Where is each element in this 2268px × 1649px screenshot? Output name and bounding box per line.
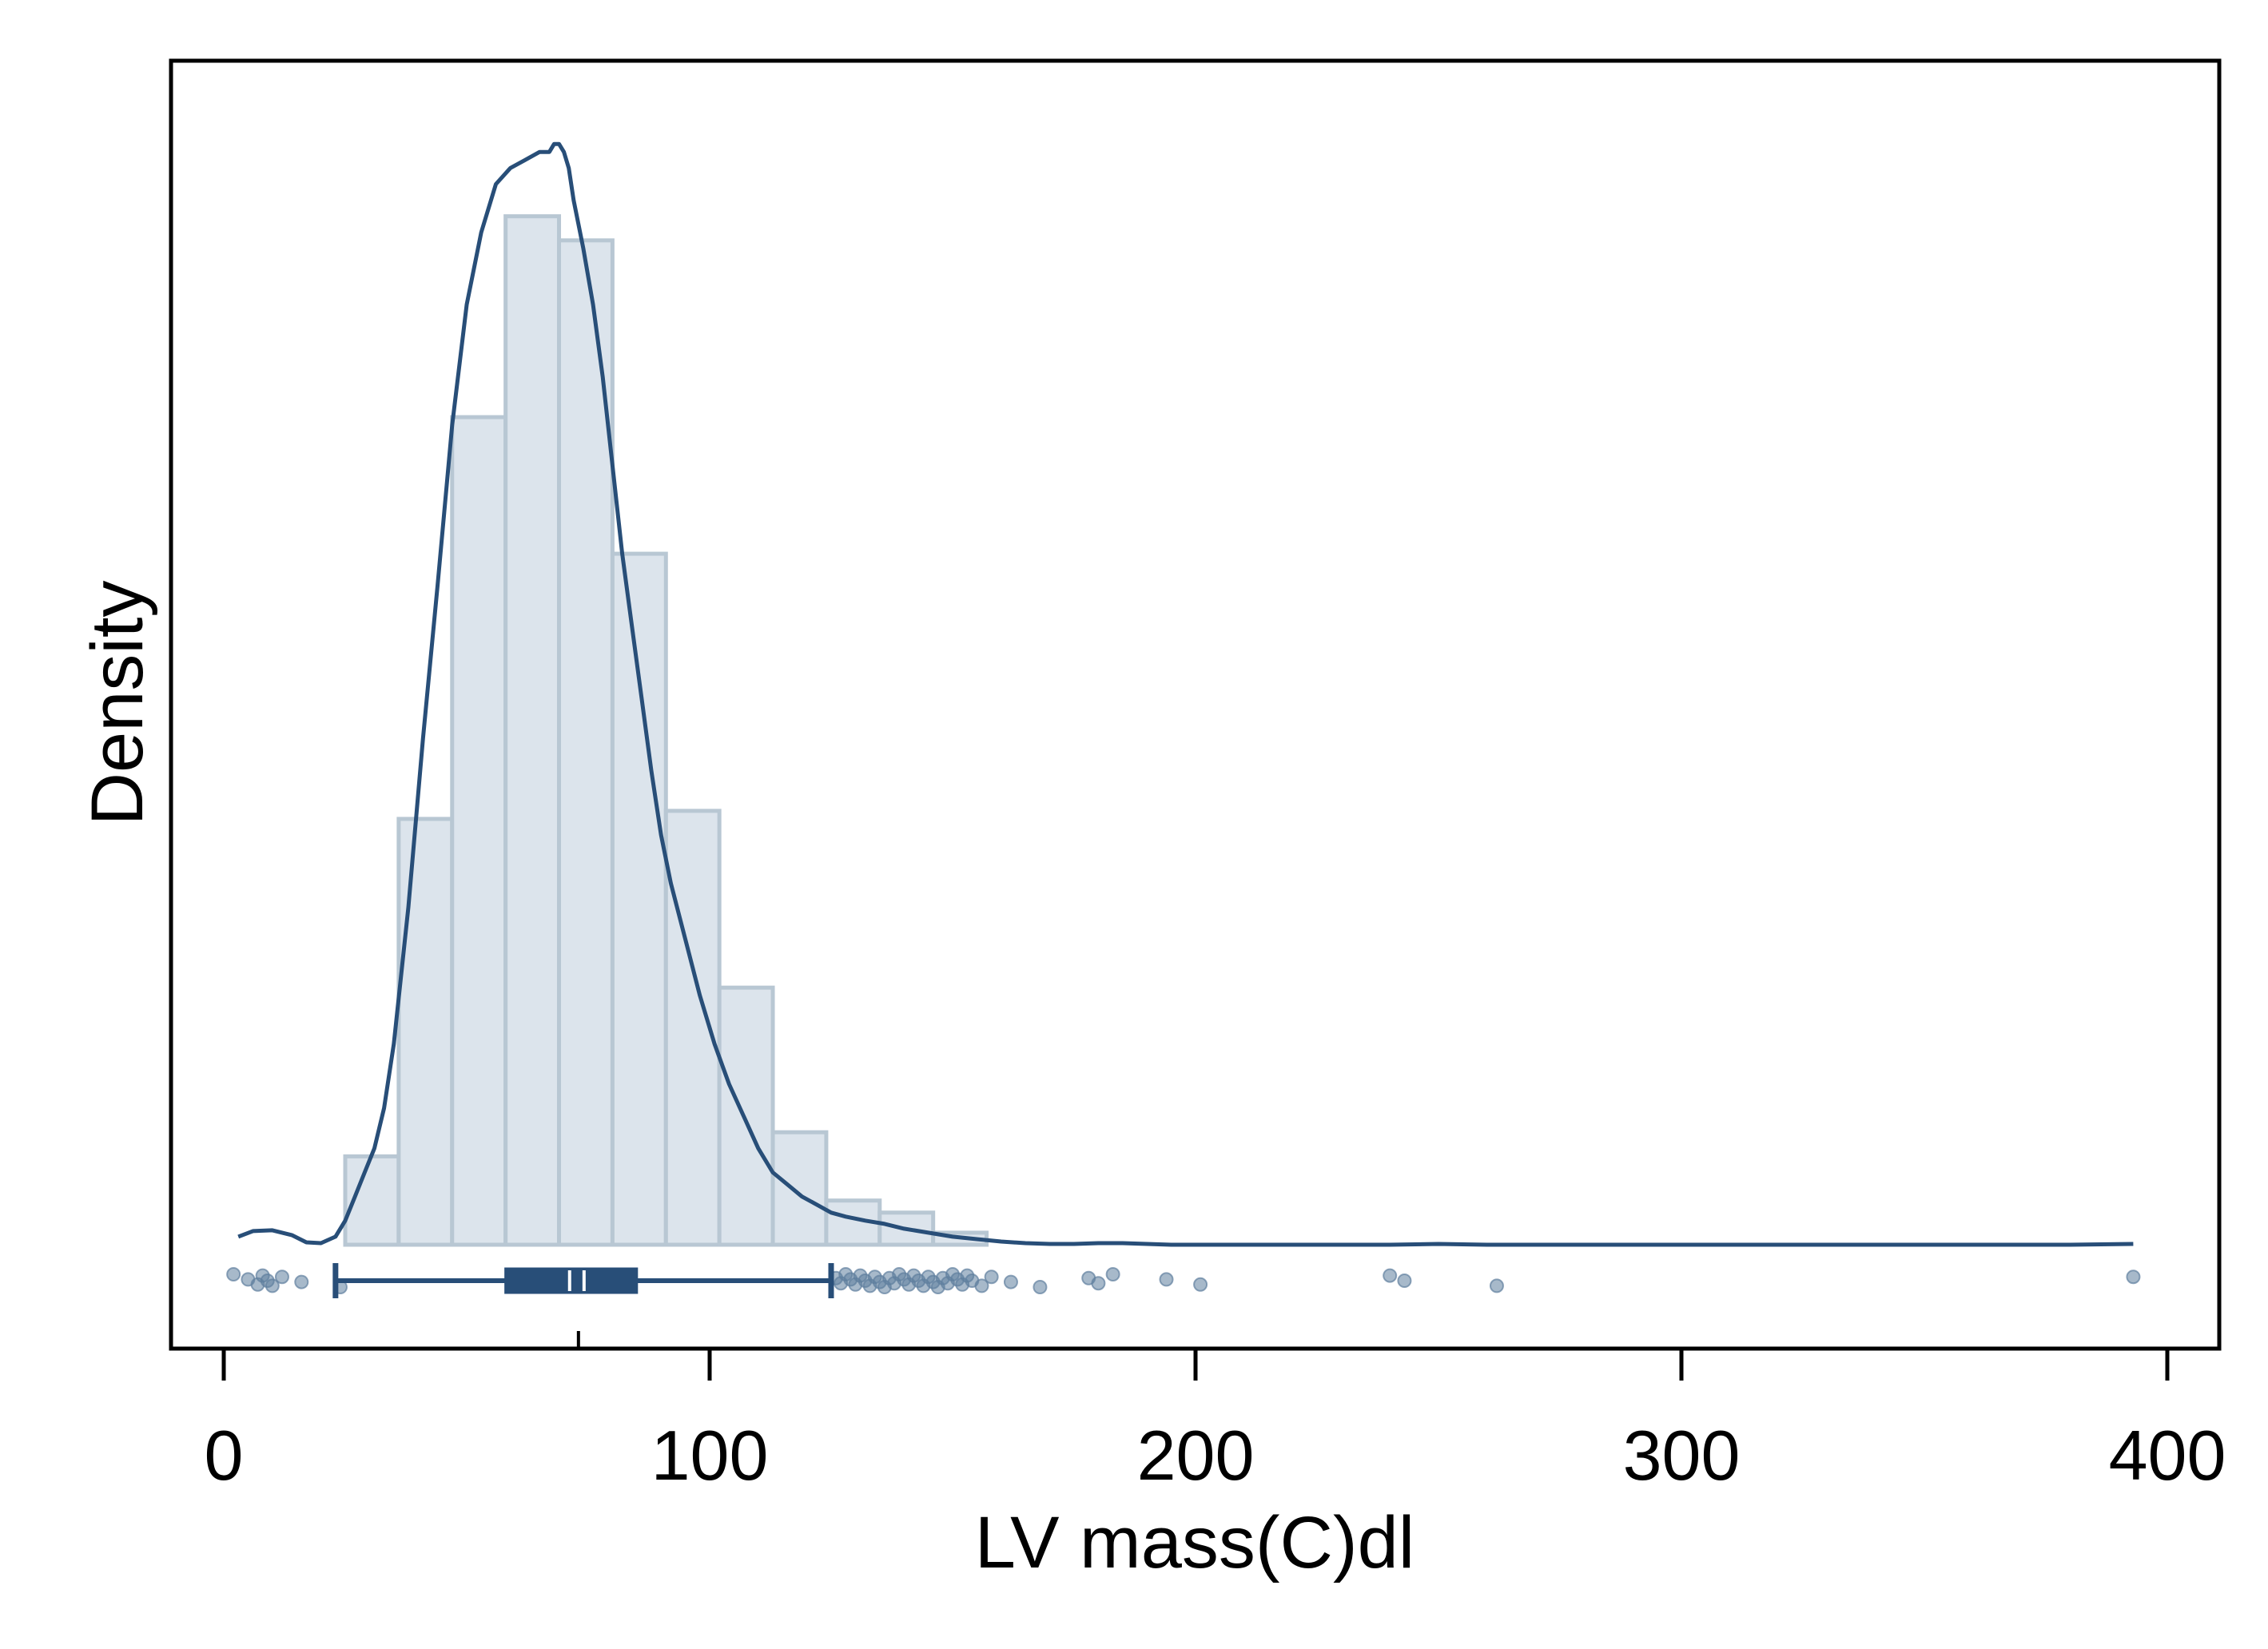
histogram-bar: [503, 214, 562, 1247]
histogram-bar: [717, 985, 775, 1247]
histogram-bar: [557, 238, 615, 1247]
jitter-point: [1489, 1278, 1504, 1293]
jitter-point: [226, 1267, 241, 1281]
jitter-point: [1033, 1280, 1048, 1294]
jitter-point: [294, 1274, 309, 1289]
jitter-point: [1091, 1276, 1106, 1291]
jitter-point: [265, 1278, 280, 1293]
plot-frame: [169, 58, 2222, 1351]
x-tick-label: 100: [651, 1416, 769, 1495]
histogram-bar: [610, 551, 668, 1247]
x-tick-label: 200: [1137, 1416, 1255, 1495]
jitter-point: [1193, 1277, 1208, 1292]
histogram-bar: [396, 817, 455, 1247]
histogram-bar: [450, 415, 508, 1247]
boxplot: [332, 1263, 834, 1298]
jitter-point: [274, 1270, 289, 1285]
jitter-point: [1105, 1267, 1120, 1281]
x-axis: 0 100 200 300 400: [205, 1350, 2226, 1495]
x-tick-label: 400: [2109, 1416, 2226, 1495]
density-curve-line: [237, 141, 2134, 1247]
jitter-point: [984, 1270, 999, 1285]
x-axis-title: LV mass(C)dl: [975, 1502, 1415, 1583]
jitter-points: [226, 1267, 2141, 1294]
y-axis-title: Density: [77, 581, 158, 826]
histogram-bar: [770, 1130, 829, 1247]
histogram-bar: [824, 1198, 882, 1247]
jitter-point: [1159, 1272, 1174, 1287]
jitter-point: [1003, 1274, 1018, 1289]
x-tick-label: 300: [1623, 1416, 1741, 1495]
jitter-point: [1397, 1274, 1412, 1288]
jitter-point: [1383, 1268, 1398, 1283]
x-tick-label: 0: [205, 1416, 244, 1495]
jitter-point: [974, 1278, 989, 1293]
density-curve-layer: [237, 141, 2134, 1247]
jitter-point: [2126, 1270, 2141, 1285]
